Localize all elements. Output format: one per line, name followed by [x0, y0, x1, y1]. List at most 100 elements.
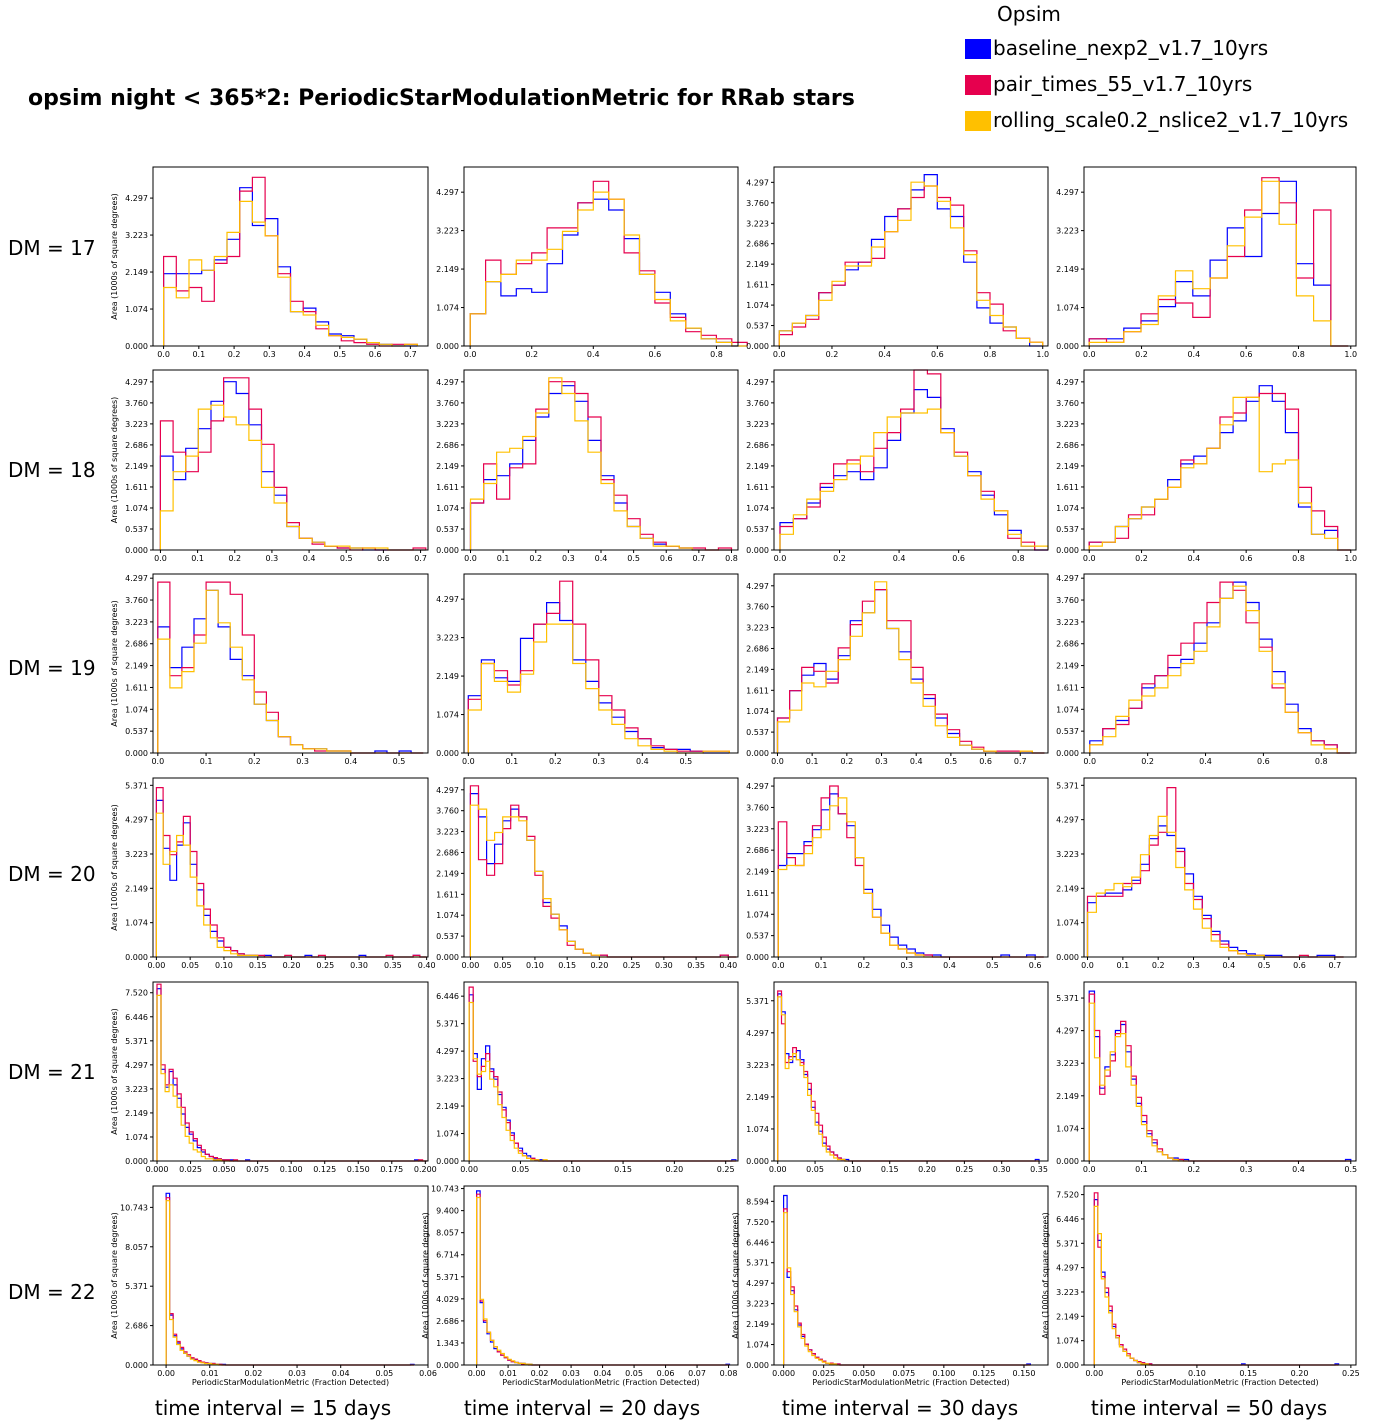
- x-tick-label-r0-c3-1: 0.2: [1135, 350, 1148, 359]
- hist-line-r3-c2-s1: [777, 785, 1044, 958]
- hist-line-r0-c0-s1: [163, 176, 418, 347]
- axes-frame-r0-c1: [463, 166, 739, 347]
- col-label-50-days: time interval = 50 days: [1090, 1396, 1328, 1420]
- x-tick-label-r3-c0-0: 0.00: [147, 961, 165, 970]
- x-tick-label-r5-c1-4: 0.04: [594, 1369, 612, 1378]
- x-tick-label-r3-c2-5: 0.5: [986, 961, 999, 970]
- x-tick-label-r5-c1-6: 0.06: [657, 1369, 675, 1378]
- hist-line-r0-c3-s1: [1088, 177, 1349, 347]
- y-tick-label-r5-c2-7: 7.520: [746, 1218, 769, 1227]
- y-tick-label-r4-c1-1: 1.074: [436, 1130, 459, 1139]
- panel-r4-c3: 0.0 0.1 0.2 0.3 0.4 0.5 0.000 1.074 2.149 3.223 4.…: [1056, 981, 1357, 1174]
- hist-line-r4-c3-s1: [1088, 993, 1351, 1162]
- x-tick-label-r1-c3-2: 0.4: [1187, 554, 1200, 563]
- x-tick-label-r1-c1-1: 0.1: [497, 554, 510, 563]
- x-tick-label-r1-c3-1: 0.2: [1135, 554, 1148, 563]
- legend-label-rolling: rolling_scale0.2_nslice2_v1.7_10yrs: [993, 108, 1349, 132]
- hist-line-r0-c3-s2: [1088, 180, 1349, 347]
- y-tick-label-r1-c2-1: 0.537: [746, 525, 769, 534]
- x-tick-label-r5-c0-1: 0.01: [201, 1369, 219, 1378]
- x-tick-label-r3-c1-2: 0.10: [526, 961, 544, 970]
- x-tick-label-r5-c3-1: 0.05: [1137, 1369, 1155, 1378]
- y-tick-label-r2-c1-0: 0.000: [436, 749, 459, 758]
- y-tick-label-r0-c1-0: 0.000: [436, 342, 459, 351]
- x-tick-label-r4-c3-5: 0.5: [1344, 1165, 1357, 1174]
- y-tick-label-r2-c1-3: 3.223: [436, 634, 459, 643]
- y-tick-label-r5-c3-3: 3.223: [1056, 1288, 1079, 1297]
- hist-line-r4-c3-s2: [1088, 1002, 1351, 1162]
- x-tick-label-r5-c0-2: 0.02: [244, 1369, 262, 1378]
- y-tick-label-r0-c1-2: 2.149: [436, 265, 459, 274]
- hist-line-r2-c0-s2: [157, 589, 424, 754]
- y-tick-label-r3-c2-4: 2.149: [746, 868, 769, 877]
- x-tick-label-r0-c2-4: 0.8: [984, 350, 997, 359]
- y-tick-label-r1-c3-7: 3.760: [1056, 399, 1079, 408]
- y-tick-label-r1-c3-3: 1.611: [1056, 483, 1079, 492]
- x-tick-label-r3-c2-6: 0.6: [1029, 961, 1042, 970]
- hist-line-r5-c1-s1: [476, 1193, 730, 1366]
- x-tick-label-r5-c2-4: 0.100: [932, 1369, 955, 1378]
- x-tick-label-r1-c0-2: 0.2: [228, 554, 241, 563]
- panel-r2-c3: 0.0 0.2 0.4 0.6 0.8 0.000 0.537 1.074 1.611 2.149…: [1056, 573, 1357, 766]
- y-tick-label-r2-c3-0: 0.000: [1056, 749, 1079, 758]
- y-tick-label-r2-c0-4: 2.149: [125, 662, 148, 671]
- panel-r0-c0: 0.0 0.1 0.2 0.3 0.4 0.5 0.6 0.7 0.000 1.074 2.149 3…: [110, 166, 429, 359]
- y-tick-label-r1-c2-0: 0.000: [746, 546, 769, 555]
- x-tick-label-r3-c2-4: 0.4: [943, 961, 956, 970]
- y-tick-label-r2-c1-1: 1.074: [436, 711, 459, 720]
- y-tick-label-r1-c0-0: 0.000: [125, 546, 148, 555]
- x-tick-label-r0-c1-2: 0.4: [587, 350, 600, 359]
- y-tick-label-r4-c2-4: 4.297: [746, 1029, 769, 1038]
- x-tick-label-r1-c1-0: 0.0: [464, 554, 477, 563]
- panel-r4-c2: 0.00 0.05 0.10 0.15 0.20 0.25 0.30 0.35 0.000 1.0…: [746, 981, 1049, 1174]
- x-tick-label-r0-c3-0: 0.0: [1083, 350, 1096, 359]
- x-tick-label-r3-c3-6: 0.6: [1293, 961, 1306, 970]
- x-tick-label-r3-c3-3: 0.3: [1187, 961, 1200, 970]
- x-tick-label-r0-c0-7: 0.7: [404, 350, 417, 359]
- hist-line-r5-c2-s1: [783, 1208, 1031, 1366]
- x-tick-label-r0-c0-6: 0.6: [369, 350, 382, 359]
- hist-line-r0-c0-s2: [163, 200, 418, 347]
- y-tick-label-r0-c2-5: 2.686: [746, 240, 769, 249]
- x-tick-label-r4-c2-3: 0.15: [881, 1165, 899, 1174]
- y-tick-label-r0-c2-1: 0.537: [746, 322, 769, 331]
- y-tick-label-r5-c1-1: 1.343: [436, 1339, 459, 1348]
- y-tick-label-r0-c3-4: 4.297: [1056, 188, 1079, 197]
- y-tick-label-r4-c0-4: 4.297: [125, 1061, 148, 1070]
- hist-line-r1-c0-s2: [159, 404, 426, 551]
- hist-line-r0-c2-s2: [778, 181, 1044, 346]
- y-tick-label-r3-c2-6: 3.223: [746, 825, 769, 834]
- x-tick-label-r1-c0-3: 0.3: [266, 554, 279, 563]
- y-tick-label-r2-c2-7: 3.760: [746, 603, 769, 612]
- y-tick-label-r4-c1-2: 2.149: [436, 1102, 459, 1111]
- hist-line-r0-c1-s2: [469, 191, 748, 347]
- axes-frame-r5-c0: [152, 1185, 429, 1366]
- x-tick-label-r3-c1-6: 0.30: [655, 961, 673, 970]
- y-tick-label-r5-c2-0: 0.000: [746, 1361, 769, 1370]
- y-tick-label-r1-c3-4: 2.149: [1056, 462, 1079, 471]
- x-tick-label-r0-c1-1: 0.2: [525, 350, 538, 359]
- col-label-30-days: time interval = 30 days: [781, 1396, 1019, 1420]
- x-tick-label-r5-c3-0: 0.00: [1085, 1369, 1103, 1378]
- col-label-15-days: time interval = 15 days: [154, 1396, 392, 1420]
- x-tick-label-r3-c1-4: 0.20: [590, 961, 608, 970]
- y-tick-label-r3-c2-1: 0.537: [746, 932, 769, 941]
- x-tick-label-r0-c2-3: 0.6: [931, 350, 944, 359]
- y-tick-label-r2-c0-2: 1.074: [125, 705, 148, 714]
- hist-line-r5-c0-s2: [165, 1200, 414, 1366]
- axes-frame-r3-c3: [1083, 777, 1357, 958]
- y-tick-label-r5-c0-1: 2.686: [125, 1322, 148, 1331]
- x-tick-label-r4-c0-5: 0.125: [313, 1165, 336, 1174]
- x-tick-label-r4-c2-1: 0.05: [806, 1165, 824, 1174]
- x-tick-label-r4-c3-4: 0.4: [1292, 1165, 1305, 1174]
- x-tick-label-r0-c0-4: 0.4: [298, 350, 311, 359]
- axes-frame-r0-c0: [152, 166, 429, 347]
- y-tick-label-r3-c1-8: 4.297: [436, 786, 459, 795]
- y-tick-label-r2-c3-1: 0.537: [1056, 727, 1079, 736]
- y-tick-label-r2-c3-3: 1.611: [1056, 683, 1079, 692]
- hist-line-r4-c0-s0: [156, 988, 427, 1162]
- y-tick-label-r2-c2-3: 1.611: [746, 686, 769, 695]
- x-tick-label-r1-c1-4: 0.4: [595, 554, 608, 563]
- y-axis-label-r3-c0: Area (1000s of square degrees): [110, 804, 119, 931]
